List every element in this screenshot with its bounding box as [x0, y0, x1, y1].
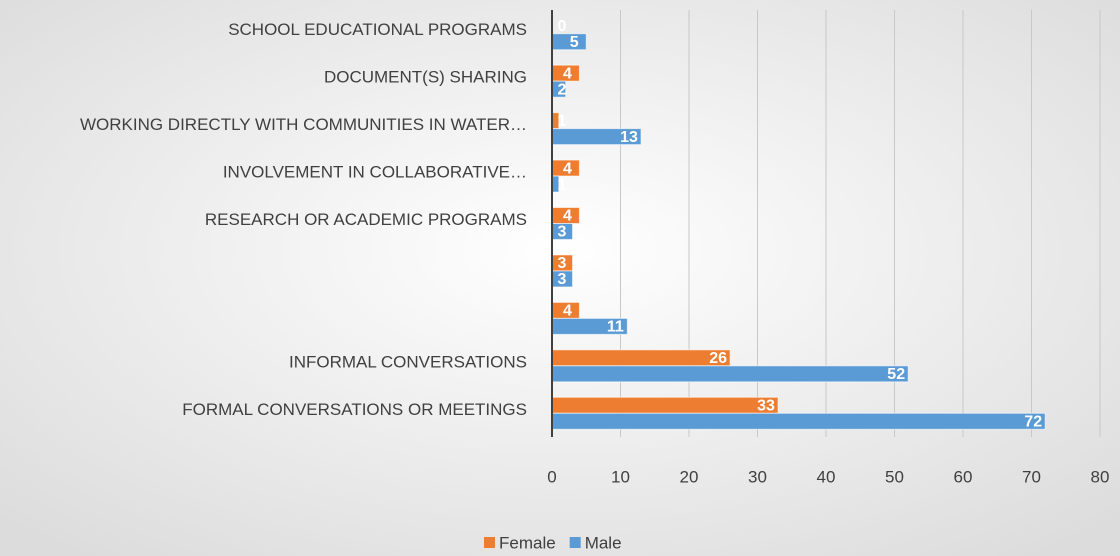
y-tick-label: SCHOOL EDUCATIONAL PROGRAMS	[228, 20, 527, 39]
data-label: 2	[558, 81, 567, 98]
y-tick-label: DOCUMENT(S) SHARING	[324, 68, 527, 87]
x-tick-label: 30	[748, 467, 767, 486]
x-tick-label: 80	[1091, 467, 1110, 486]
data-label: 72	[1024, 413, 1042, 430]
data-label: 13	[620, 129, 638, 146]
data-label: 33	[757, 397, 775, 414]
data-label: 3	[558, 255, 567, 272]
y-tick-label: FORMAL CONVERSATIONS OR MEETINGS	[182, 400, 527, 419]
bar	[551, 349, 731, 367]
legend-label: Male	[585, 533, 622, 552]
y-tick-label: INFORMAL CONVERSATIONS	[289, 352, 527, 371]
y-tick-label: WORKING DIRECTLY WITH COMMUNITIES IN WAT…	[80, 115, 527, 134]
data-label: 1	[558, 176, 567, 193]
data-label: 1	[558, 113, 567, 130]
data-label: 52	[887, 366, 905, 383]
legend-swatch	[569, 537, 581, 548]
x-tick-label: 10	[611, 467, 630, 486]
y-tick-label: RESEARCH OR ACADEMIC PROGRAMS	[205, 210, 527, 229]
data-label: 4	[563, 160, 572, 177]
data-label: 3	[558, 271, 567, 288]
bar	[551, 396, 779, 414]
data-label: 4	[563, 65, 572, 82]
data-label: 11	[607, 319, 624, 336]
data-label: 4	[563, 208, 572, 225]
legend-label: Female	[499, 533, 556, 552]
x-tick-label: 20	[680, 467, 699, 486]
data-label: 0	[558, 18, 567, 35]
bar	[551, 365, 909, 383]
legend-swatch	[484, 537, 495, 548]
data-label: 26	[709, 350, 727, 367]
x-tick-label: 40	[817, 467, 836, 486]
data-label: 4	[563, 303, 572, 320]
data-label: 5	[570, 34, 579, 51]
x-tick-label: 50	[885, 467, 904, 486]
y-tick-label: INVOLVEMENT IN COLLABORATIVE…	[223, 163, 527, 182]
x-tick-label: 60	[954, 467, 973, 486]
x-tick-label: 0	[547, 467, 556, 486]
data-label: 3	[558, 224, 567, 241]
x-tick-label: 70	[1022, 467, 1041, 486]
bar	[551, 412, 1046, 430]
